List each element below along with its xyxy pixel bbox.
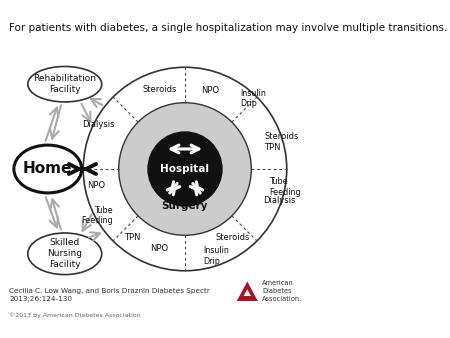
Text: Surgery: Surgery [162,201,208,211]
Text: Hospital: Hospital [161,164,210,174]
Text: Steroids: Steroids [265,132,299,141]
Text: TPN: TPN [124,233,140,242]
Text: Steroids: Steroids [216,233,250,242]
Text: Rehabilitation
Facility: Rehabilitation Facility [33,74,96,94]
Text: American
Diabetes
Association.: American Diabetes Association. [262,281,302,303]
Circle shape [148,132,222,206]
Polygon shape [243,289,251,296]
Text: Skilled
Nursing
Facility: Skilled Nursing Facility [47,238,82,269]
Text: NPO: NPO [202,86,220,95]
Text: TPN: TPN [264,143,280,152]
Text: Steroids: Steroids [142,85,176,94]
Text: ICU: ICU [195,163,215,172]
Polygon shape [237,282,258,301]
Text: NPO: NPO [150,244,168,254]
Ellipse shape [14,145,82,193]
Circle shape [83,67,287,271]
Text: For patients with diabetes, a single hospitalization may involve multiple transi: For patients with diabetes, a single hos… [9,23,448,32]
Ellipse shape [28,233,102,274]
Text: Ward: Ward [149,163,180,172]
Text: Cecilia C. Low Wang, and Boris Draznin Diabetes Spectr
2013;26:124-130: Cecilia C. Low Wang, and Boris Draznin D… [9,288,210,302]
Ellipse shape [28,67,102,102]
Text: ©2013 by American Diabetes Association: ©2013 by American Diabetes Association [9,312,141,318]
Text: NPO: NPO [87,182,105,191]
Text: Dialysis: Dialysis [263,196,295,205]
Text: Dialysis: Dialysis [82,120,114,129]
Text: Home: Home [23,162,72,176]
Circle shape [119,103,251,235]
Text: Insulin
Drip: Insulin Drip [203,246,230,266]
Text: Insulin
Drip: Insulin Drip [240,89,266,108]
Text: Tube
Feeding: Tube Feeding [81,206,113,225]
Text: Tube
Feeding: Tube Feeding [269,177,301,196]
